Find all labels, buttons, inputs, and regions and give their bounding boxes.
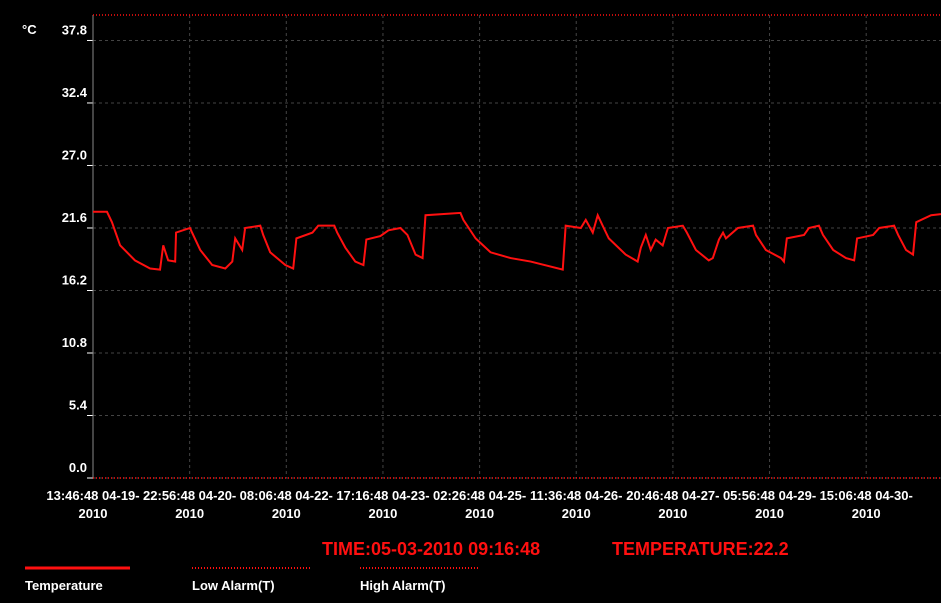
y-tick-label: 21.6: [62, 210, 87, 225]
y-tick-label: 37.8: [62, 22, 87, 37]
y-unit: °C: [22, 22, 37, 37]
x-tick-label: 02:26:48 04-25-2010: [432, 488, 527, 521]
legend-label: Low Alarm(T): [192, 578, 275, 593]
readout-time: TIME:05-03-2010 09:16:48: [322, 539, 540, 559]
y-tick-label: 32.4: [62, 85, 88, 100]
readout-value: TEMPERATURE:22.2: [612, 539, 789, 559]
legend-label: Temperature: [25, 578, 103, 593]
x-tick-label: 15:06:48 04-30-2010: [819, 488, 913, 521]
y-tick-label: 5.4: [69, 397, 88, 412]
x-tick-label: 05:56:48 04-29-2010: [722, 488, 817, 521]
y-tick-label: 16.2: [62, 272, 87, 287]
x-tick-label: 22:56:48 04-20-2010: [143, 488, 237, 521]
temperature-line: [93, 210, 941, 271]
x-tick-label: 13:46:48 04-19-2010: [46, 488, 140, 521]
y-tick-label: 10.8: [62, 335, 87, 350]
x-tick-label: 17:16:48 04-23-2010: [336, 488, 430, 521]
x-tick-label: 20:46:48 04-27-2010: [626, 488, 720, 521]
x-tick-label: 08:06:48 04-22-2010: [239, 488, 333, 521]
x-tick-label: 11:36:48 04-26-2010: [529, 488, 623, 521]
y-tick-label: 0.0: [69, 460, 87, 475]
y-tick-label: 27.0: [62, 147, 87, 162]
legend-label: High Alarm(T): [360, 578, 445, 593]
